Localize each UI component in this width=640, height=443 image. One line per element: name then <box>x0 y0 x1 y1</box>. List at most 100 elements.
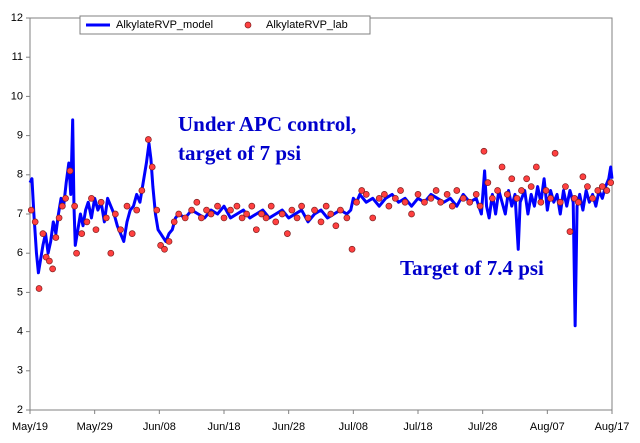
lab-point <box>523 175 530 183</box>
lab-point <box>31 218 39 226</box>
lab-point <box>203 206 210 214</box>
lab-point <box>233 202 241 210</box>
lab-point <box>556 198 564 206</box>
lab-point <box>343 214 351 222</box>
x-tick-label: May/19 <box>12 421 48 433</box>
lab-point <box>571 194 578 202</box>
lab-point <box>337 206 344 214</box>
y-tick-label: 8 <box>17 169 23 181</box>
lab-point <box>327 210 335 218</box>
lab-point <box>252 226 260 234</box>
lab-point <box>527 183 535 190</box>
lab-point <box>448 202 456 210</box>
lab-point <box>537 198 545 206</box>
lab-point <box>598 183 606 190</box>
legend-swatch <box>244 21 252 29</box>
lab-point <box>35 285 43 292</box>
lab-point <box>97 198 105 206</box>
lab-point <box>503 191 511 198</box>
lab-point <box>317 218 325 226</box>
lab-point <box>566 228 574 235</box>
x-tick-label: Jul/28 <box>468 421 497 433</box>
lab-point <box>508 175 516 183</box>
lab-point <box>288 206 296 214</box>
lab-point <box>153 206 161 214</box>
lab-point <box>589 194 596 202</box>
lab-point <box>66 167 74 175</box>
legend-label: AlkylateRVP_model <box>116 19 213 31</box>
lab-point <box>220 214 228 222</box>
lab-point <box>304 214 312 222</box>
lab-point <box>73 249 80 257</box>
x-tick-label: Jun/28 <box>272 421 305 433</box>
lab-point <box>432 187 440 194</box>
lab-point <box>278 210 286 218</box>
lab-point <box>579 173 587 181</box>
lab-point <box>459 194 467 202</box>
lab-point <box>62 194 69 202</box>
lab-point <box>332 222 340 230</box>
lab-point <box>584 183 591 190</box>
lab-point <box>542 187 550 194</box>
lab-point <box>272 218 280 226</box>
y-tick-label: 10 <box>11 90 23 102</box>
model-line <box>28 118 614 328</box>
y-tick-label: 3 <box>17 365 23 377</box>
lab-point <box>117 226 124 234</box>
lab-point <box>358 187 366 194</box>
lab-point <box>148 163 156 171</box>
lab-point <box>348 245 356 253</box>
lab-point <box>518 187 525 194</box>
y-tick-label: 7 <box>17 208 23 220</box>
lab-point <box>46 257 53 265</box>
annotation: target of 7 psi <box>178 141 301 165</box>
y-tick-label: 12 <box>11 12 23 24</box>
lab-point <box>489 194 496 202</box>
lab-point <box>397 187 404 194</box>
lab-point <box>39 230 47 237</box>
lab-point <box>123 202 131 210</box>
lab-point <box>575 198 582 206</box>
lab-point <box>92 226 100 234</box>
lab-point <box>144 136 152 143</box>
legend-label: AlkylateRVP_lab <box>266 19 348 31</box>
lab-point <box>188 206 196 214</box>
lab-point <box>401 198 409 206</box>
lab-point <box>181 214 189 222</box>
lab-point <box>49 265 56 273</box>
lab-point <box>267 202 275 210</box>
lab-point <box>408 210 415 218</box>
lab-point <box>78 230 86 237</box>
x-tick-label: Jun/08 <box>143 421 176 433</box>
x-tick-label: Aug/07 <box>530 421 565 433</box>
lab-point <box>83 218 91 226</box>
lab-point <box>170 218 178 226</box>
lab-point <box>437 198 444 206</box>
lab-point <box>466 198 474 206</box>
lab-point <box>513 194 521 202</box>
lab-point <box>480 147 488 155</box>
lab-point <box>175 210 183 218</box>
x-tick-label: May/29 <box>77 421 113 433</box>
lab-point <box>198 214 205 222</box>
lab-point <box>311 206 318 214</box>
lab-point <box>476 202 484 210</box>
y-tick-label: 6 <box>17 247 23 259</box>
lab-point <box>594 187 602 194</box>
lab-point <box>385 202 393 210</box>
lab-point <box>421 198 428 206</box>
y-tick-label: 9 <box>17 130 23 142</box>
lab-point <box>207 210 215 218</box>
lab-point <box>494 187 501 194</box>
lab-point <box>157 242 164 249</box>
lab-point <box>52 234 60 241</box>
lab-point <box>102 214 110 222</box>
lab-point <box>293 214 301 222</box>
y-tick-label: 5 <box>17 286 23 298</box>
y-tick-label: 4 <box>17 326 23 338</box>
lab-point <box>547 194 554 202</box>
lab-point <box>375 194 383 202</box>
lab-point <box>453 187 461 194</box>
x-tick-label: Jul/18 <box>403 421 432 433</box>
lab-point <box>107 249 115 257</box>
